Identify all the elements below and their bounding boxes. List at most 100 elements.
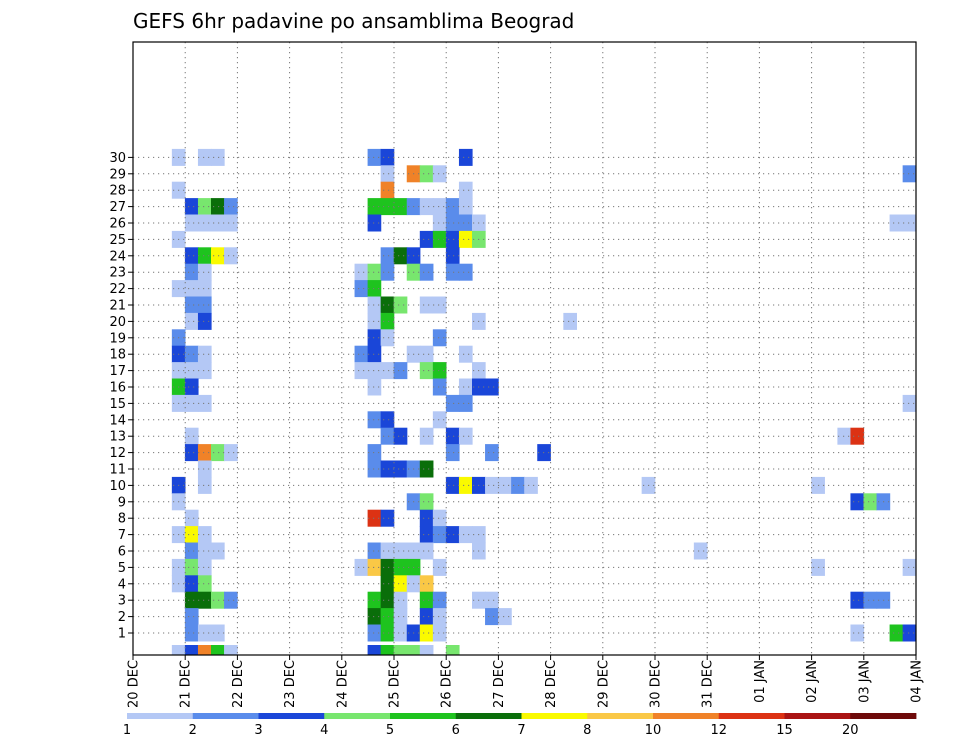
- x-tick-label: 28 DEC: [544, 660, 559, 708]
- chart-title: GEFS 6hr padavine po ansamblima Beograd: [133, 9, 574, 33]
- heatmap-cell: [211, 542, 225, 560]
- heatmap-cell: [406, 645, 421, 655]
- colorbar-label: 10: [645, 723, 662, 738]
- heatmap-cell: [184, 509, 199, 527]
- dotted-grid: [133, 42, 916, 655]
- heatmap-cell: [197, 591, 212, 609]
- heatmap-cell: [458, 214, 473, 232]
- heatmap-cell: [393, 575, 408, 593]
- heatmap-cell: [197, 263, 212, 281]
- y-tick-label: 4: [118, 577, 126, 592]
- heatmap-cell: [419, 591, 434, 609]
- y-tick-label: 23: [109, 266, 126, 281]
- heatmap-cell: [837, 427, 852, 445]
- heatmap-cell: [432, 230, 447, 248]
- heatmap-cell: [432, 608, 447, 626]
- heatmap-cell: [419, 263, 434, 281]
- heatmap-cell: [432, 165, 447, 183]
- colorbar-swatch: [455, 713, 522, 719]
- heatmap-cells: [171, 148, 917, 655]
- colorbar-label: 4: [320, 723, 328, 738]
- heatmap-cell: [367, 411, 382, 429]
- heatmap-cell: [197, 280, 212, 298]
- heatmap-cell: [393, 362, 408, 380]
- heatmap-cell: [419, 296, 434, 314]
- heatmap-cell: [184, 312, 199, 330]
- y-tick-label: 24: [109, 249, 126, 264]
- heatmap-cell: [393, 198, 408, 216]
- x-tick-label: 20 DEC: [127, 660, 142, 708]
- heatmap-cell: [211, 624, 225, 642]
- heatmap-cell: [184, 362, 199, 380]
- heatmap-cell: [445, 263, 460, 281]
- heatmap-cell: [354, 558, 369, 576]
- y-tick-label: 1: [118, 627, 126, 642]
- heatmap-cell: [184, 263, 199, 281]
- heatmap-cell: [184, 624, 199, 642]
- heatmap-cell: [367, 329, 382, 347]
- y-tick-label: 3: [118, 594, 126, 609]
- heatmap-cell: [184, 427, 199, 445]
- heatmap-cell: [458, 230, 473, 248]
- heatmap-cell: [393, 247, 408, 265]
- y-tick-label: 16: [109, 381, 126, 396]
- heatmap-cell: [184, 394, 199, 412]
- y-tick-label: 20: [109, 315, 126, 330]
- heatmap-cell: [367, 608, 382, 626]
- heatmap-cell: [211, 247, 225, 265]
- x-tick-label: 22 DEC: [231, 660, 246, 708]
- plot-frame: [132, 41, 917, 656]
- heatmap-cell: [445, 645, 460, 655]
- heatmap-cell: [380, 427, 395, 445]
- heatmap-cell: [458, 427, 473, 445]
- colorbar-swatch: [653, 713, 720, 719]
- heatmap-cell: [458, 198, 473, 216]
- heatmap-cell: [458, 526, 473, 544]
- heatmap-cell: [380, 411, 395, 429]
- heatmap-cell: [902, 558, 917, 576]
- heatmap-cell: [197, 247, 212, 265]
- x-tick-label: 25 DEC: [388, 660, 403, 708]
- heatmap-cell: [367, 624, 382, 642]
- heatmap-cell: [380, 165, 395, 183]
- y-tick-label: 29: [109, 167, 126, 182]
- heatmap-cell: [432, 558, 447, 576]
- colorbar-swatch: [127, 713, 194, 719]
- heatmap-cell: [184, 198, 199, 216]
- heatmap-cell: [184, 296, 199, 314]
- heatmap-cell: [419, 362, 434, 380]
- heatmap-cell: [889, 624, 904, 642]
- heatmap-cell: [902, 214, 917, 232]
- heatmap-cell: [367, 280, 382, 298]
- y-tick-label: 5: [118, 561, 126, 576]
- heatmap-cell: [419, 542, 434, 560]
- heatmap-cell: [850, 427, 865, 445]
- heatmap-cell: [458, 263, 473, 281]
- heatmap-cell: [445, 526, 460, 544]
- heatmap-cell: [445, 444, 460, 462]
- heatmap-cell: [393, 460, 408, 478]
- heatmap-cell: [380, 312, 395, 330]
- heatmap-cell: [184, 608, 199, 626]
- heatmap-cell: [184, 247, 199, 265]
- heatmap-cell: [184, 645, 199, 655]
- x-tick-label: 02 JAN: [805, 660, 820, 703]
- heatmap-cell: [367, 198, 382, 216]
- x-axis: 20 DEC 21 DEC 22 DEC 23 DEC 24 DEC 25 DEC 26 D…: [127, 655, 925, 708]
- heatmap-cell: [445, 427, 460, 445]
- heatmap-cell: [902, 624, 917, 642]
- heatmap-cell: [485, 378, 499, 396]
- y-tick-label: 8: [118, 512, 126, 527]
- heatmap-cell: [458, 378, 473, 396]
- heatmap-cell: [393, 645, 408, 655]
- heatmap-cell: [197, 558, 212, 576]
- heatmap-cell: [393, 427, 408, 445]
- heatmap-cell: [380, 509, 395, 527]
- heatmap-cell: [419, 509, 434, 527]
- y-tick-label: 19: [109, 331, 126, 346]
- heatmap-cell: [432, 329, 447, 347]
- heatmap-cell: [445, 394, 460, 412]
- colorbar: 1 2 3 4 5 6 7 8 10 12 15 20: [123, 713, 917, 738]
- heatmap-cell: [197, 460, 212, 478]
- y-tick-label: 2: [118, 610, 126, 625]
